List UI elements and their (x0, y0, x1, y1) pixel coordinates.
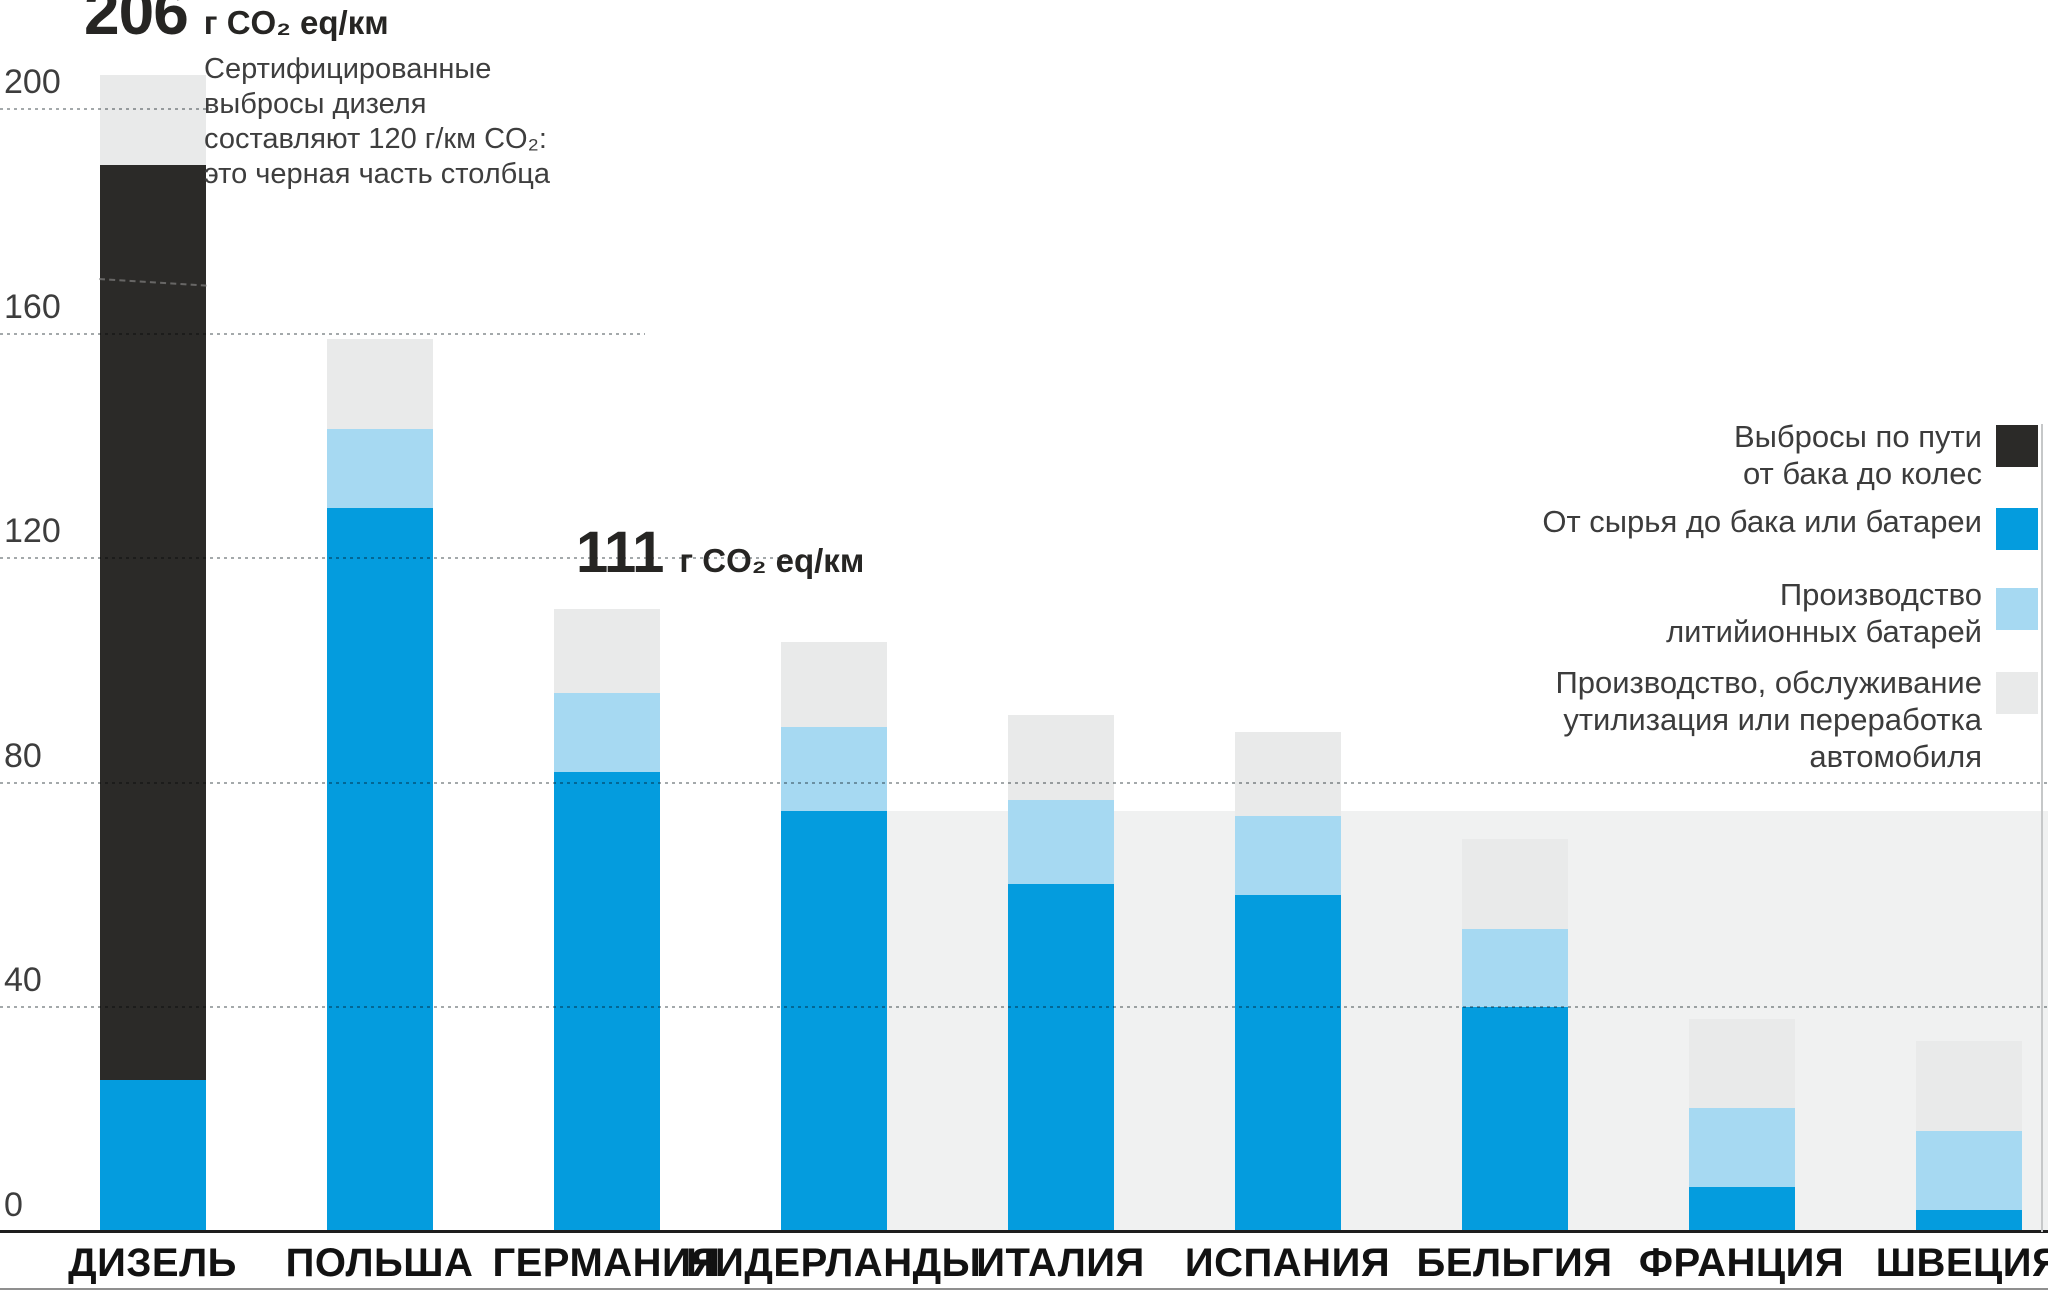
y-tick-label-200: 200 (4, 63, 61, 101)
gridline-80 (0, 782, 2048, 784)
x-axis-label-italy: ИТАЛИЯ (976, 1241, 1145, 1285)
y-tick-label-80: 80 (4, 736, 42, 775)
legend-label-line: утилизация или переработка (1563, 702, 1982, 737)
x-axis-label-germany: ГЕРМАНИЯ (492, 1241, 721, 1285)
bar-spain-segment-well-to-tank (1234, 895, 1341, 1232)
x-axis-label-spain: ИСПАНИЯ (1184, 1241, 1391, 1285)
legend-label-line: Выбросы по пути (1733, 419, 1982, 454)
legend-label-tank-to-wheel: Выбросы по пути от бака до колес (1734, 418, 1982, 492)
bar-diesel-segment-well-to-tank (99, 1080, 206, 1232)
y-tick-label-40: 40 (4, 961, 42, 1000)
x-axis-label-diesel: ДИЗЕЛЬ (68, 1241, 237, 1285)
legend-item-tank-to-wheel: Выбросы по пути от бака до колес (1734, 418, 2038, 492)
bar-belgium-segment-battery-production (1461, 928, 1568, 1008)
bar-netherlands-segment-battery-production (780, 726, 887, 811)
bar-france-segment-vehicle-production (1688, 1018, 1795, 1109)
bar-germany-segment-well-to-tank (553, 771, 660, 1232)
bar-diesel-segment-tank-to-wheel (99, 165, 206, 1081)
x-axis-label-netherlands: НИДЕРЛАНДЫ (685, 1241, 982, 1285)
bar-spain-segment-vehicle-production (1234, 732, 1341, 817)
legend-label-line: от бака до колес (1743, 456, 1982, 491)
legend-swatch-battery-production (1996, 588, 2038, 630)
bar-belgium-segment-vehicle-production (1461, 838, 1568, 929)
legend-swatch-vehicle-production (1996, 672, 2038, 714)
bar-sweden-segment-battery-production (1915, 1130, 2022, 1210)
y-tick-label-120: 120 (4, 512, 61, 551)
bar-diesel-segment-vehicle-production (99, 75, 206, 166)
legend-label-line: литийионных батарей (1666, 614, 1982, 649)
legend-label-line: автомобиля (1809, 739, 1982, 774)
legend-item-well-to-tank: От сырья до бака или батареи (1542, 503, 2038, 550)
bar-sweden-segment-well-to-tank (1915, 1209, 2022, 1232)
x-axis-label-belgium: БЕЛЬГИЯ (1416, 1241, 1613, 1285)
legend-label-vehicle-production: Производство, обслуживание утилизация или… (1555, 664, 1982, 775)
bar-spain-segment-battery-production (1234, 816, 1341, 896)
bar-poland-segment-battery-production (326, 429, 433, 508)
bar-france-segment-well-to-tank (1688, 1187, 1795, 1232)
y-tick-label-0: 0 (4, 1186, 23, 1224)
gridline-200 (0, 108, 212, 110)
bar-france-segment-battery-production (1688, 1108, 1795, 1188)
diesel-total-value: 206 (84, 0, 189, 48)
bar-poland-segment-vehicle-production (326, 339, 433, 430)
bar-belgium-segment-well-to-tank (1461, 1007, 1568, 1232)
bar-germany-segment-battery-production (553, 692, 660, 772)
x-axis-line (0, 1230, 2048, 1233)
legend-item-battery-production: Производство литийионных батарей (1666, 576, 2038, 650)
x-axis-label-france: ФРАНЦИЯ (1638, 1241, 1845, 1285)
bar-netherlands-segment-vehicle-production (780, 642, 887, 727)
legend-label-line: Производство (1779, 577, 1982, 612)
germany-total-annotation: 111 г CO₂ eq/км (576, 524, 864, 582)
y-tick-label-160: 160 (4, 287, 61, 326)
germany-total-unit: г CO₂ eq/км (679, 542, 865, 579)
diesel-total-unit: г CO₂ eq/км (203, 4, 389, 41)
x-axis-label-poland: ПОЛЬША (285, 1241, 474, 1285)
bar-italy-segment-well-to-tank (1007, 883, 1114, 1232)
bar-sweden-segment-vehicle-production (1915, 1041, 2022, 1131)
gridline-120 (0, 557, 790, 559)
bar-italy-segment-vehicle-production (1007, 715, 1114, 800)
legend-item-vehicle-production: Производство, обслуживание утилизация или… (1555, 664, 2038, 775)
legend-label-battery-production: Производство литийионных батарей (1666, 576, 1982, 650)
legend-label-line: От сырья до бака или батареи (1542, 504, 1982, 539)
bar-netherlands-segment-well-to-tank (780, 810, 887, 1232)
germany-total-value: 111 (576, 520, 664, 585)
bar-italy-segment-battery-production (1007, 799, 1114, 884)
gridline-160 (0, 333, 645, 335)
right-edge-line (2041, 424, 2043, 1232)
bottom-border-line (0, 1288, 2048, 1290)
diesel-note-text: Сертифицированные выбросы дизеля составл… (204, 53, 550, 190)
legend-label-line: Производство, обслуживание (1555, 665, 1982, 700)
x-axis-label-sweden: ШВЕЦИЯ (1875, 1241, 2048, 1285)
diesel-total-annotation: 206 г CO₂ eq/км (84, 0, 389, 44)
bar-germany-segment-vehicle-production (553, 608, 660, 693)
legend-swatch-tank-to-wheel (1996, 425, 2038, 467)
gridline-40 (0, 1006, 2048, 1008)
legend-label-well-to-tank: От сырья до бака или батареи (1542, 503, 1982, 540)
bar-poland-segment-well-to-tank (326, 507, 433, 1232)
legend-swatch-well-to-tank (1996, 508, 2038, 550)
